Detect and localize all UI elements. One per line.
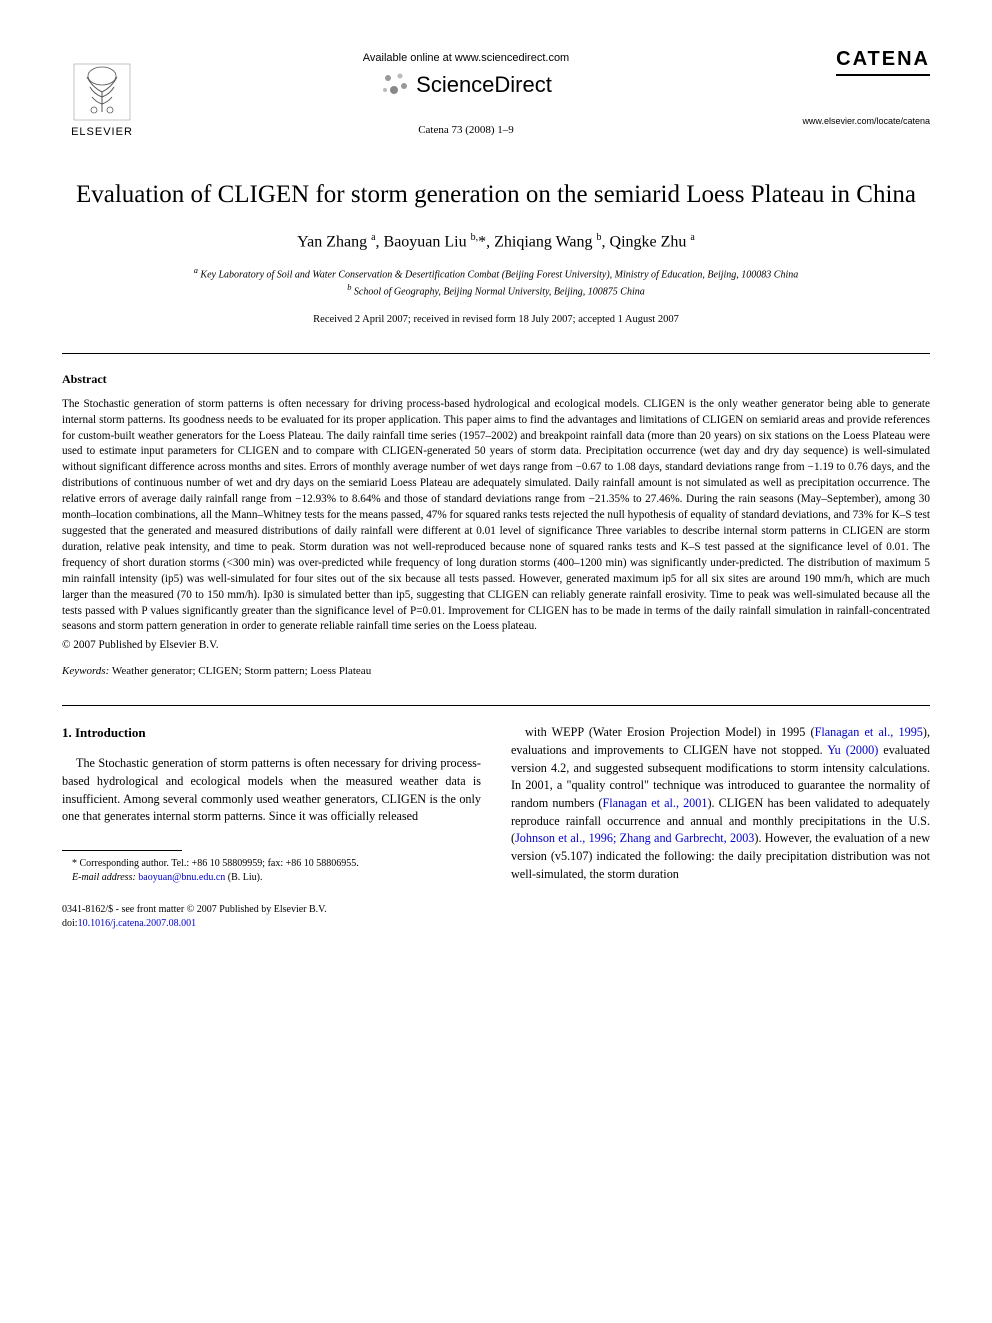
abstract-heading: Abstract xyxy=(62,372,930,387)
right-column: with WEPP (Water Erosion Projection Mode… xyxy=(511,724,930,931)
keywords-label: Keywords: xyxy=(62,665,109,677)
article-dates: Received 2 April 2007; received in revis… xyxy=(62,314,930,325)
author-email-link[interactable]: baoyuan@bnu.edu.cn xyxy=(138,872,225,883)
catena-logo-block: CATENA www.elsevier.com/locate/catena xyxy=(790,48,930,126)
doi-link[interactable]: 10.1016/j.catena.2007.08.001 xyxy=(78,918,197,929)
affiliation-a-text: Key Laboratory of Soil and Water Conserv… xyxy=(200,269,798,280)
elsevier-label: ELSEVIER xyxy=(71,126,133,138)
page-container: ELSEVIER Available online at www.science… xyxy=(0,0,992,971)
left-column: 1. Introduction The Stochastic generatio… xyxy=(62,724,481,931)
email-footnote: E-mail address: baoyuan@bnu.edu.cn (B. L… xyxy=(62,871,481,885)
journal-url: www.elsevier.com/locate/catena xyxy=(790,116,930,126)
elsevier-logo: ELSEVIER xyxy=(62,48,142,138)
keywords-text: Weather generator; CLIGEN; Storm pattern… xyxy=(112,665,371,677)
footer-meta: 0341-8162/$ - see front matter © 2007 Pu… xyxy=(62,903,481,931)
elsevier-tree-icon xyxy=(72,62,132,122)
abstract-copyright: © 2007 Published by Elsevier B.V. xyxy=(62,639,930,651)
corresponding-footnote: * Corresponding author. Tel.: +86 10 588… xyxy=(62,857,481,871)
divider-top xyxy=(62,353,930,354)
body-columns: 1. Introduction The Stochastic generatio… xyxy=(62,724,930,931)
footnote-separator xyxy=(62,850,182,851)
center-header: Available online at www.sciencedirect.co… xyxy=(142,48,790,136)
title-block: Evaluation of CLIGEN for storm generatio… xyxy=(62,178,930,325)
affiliation-a: a Key Laboratory of Soil and Water Conse… xyxy=(62,265,930,282)
email-label: E-mail address: xyxy=(72,872,136,883)
sciencedirect-logo: ScienceDirect xyxy=(380,70,552,100)
issn-line: 0341-8162/$ - see front matter © 2007 Pu… xyxy=(62,903,481,917)
doi-line: doi:10.1016/j.catena.2007.08.001 xyxy=(62,917,481,931)
available-online-text: Available online at www.sciencedirect.co… xyxy=(142,52,790,64)
authors-list: Yan Zhang a, Baoyuan Liu b,*, Zhiqiang W… xyxy=(62,232,930,251)
keywords-line: Keywords: Weather generator; CLIGEN; Sto… xyxy=(62,665,930,677)
intro-paragraph-right: with WEPP (Water Erosion Projection Mode… xyxy=(511,724,930,883)
divider-bottom xyxy=(62,705,930,706)
affiliation-b-text: School of Geography, Beijing Normal Univ… xyxy=(354,287,645,298)
affiliations: a Key Laboratory of Soil and Water Conse… xyxy=(62,265,930,300)
article-title: Evaluation of CLIGEN for storm generatio… xyxy=(62,178,930,212)
abstract-section: Abstract The Stochastic generation of st… xyxy=(62,372,930,652)
catena-journal-name: CATENA xyxy=(836,48,930,76)
doi-label: doi: xyxy=(62,918,78,929)
intro-heading: 1. Introduction xyxy=(62,724,481,743)
journal-reference: Catena 73 (2008) 1–9 xyxy=(142,124,790,136)
sciencedirect-text: ScienceDirect xyxy=(416,72,552,98)
affiliation-b: b School of Geography, Beijing Normal Un… xyxy=(62,282,930,299)
email-suffix: (B. Liu). xyxy=(228,872,263,883)
sciencedirect-icon xyxy=(380,70,410,100)
abstract-body: The Stochastic generation of storm patte… xyxy=(62,397,930,636)
intro-paragraph-left: The Stochastic generation of storm patte… xyxy=(62,755,481,826)
header: ELSEVIER Available online at www.science… xyxy=(62,48,930,138)
